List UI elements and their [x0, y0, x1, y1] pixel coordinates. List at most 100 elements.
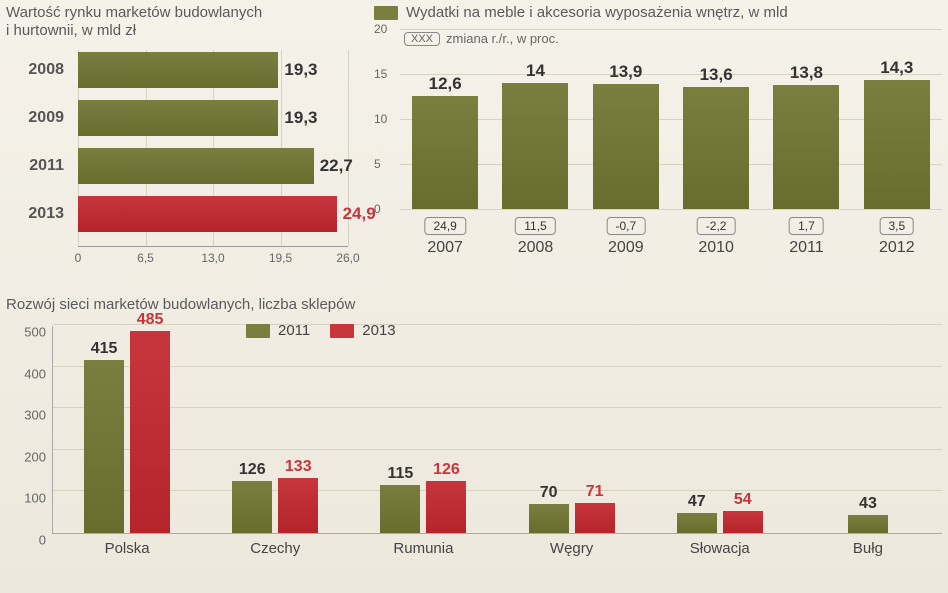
grouped-ytick-label: 300: [24, 408, 46, 423]
colchart-change-pill: -0,7: [606, 217, 645, 235]
colchart-cell: 12,624,92007: [400, 29, 490, 209]
hbar-row: 2011 22,7: [6, 146, 356, 186]
grouped-legend-label: 2013: [362, 322, 395, 339]
colchart-cell: 13,81,72011: [761, 29, 851, 209]
colchart-cell: 1411,52008: [490, 29, 580, 209]
colchart-value-label: 13,6: [700, 65, 733, 85]
grouped-legend-label: 2011: [278, 322, 310, 339]
grouped-cell: 4754Słowacja: [646, 326, 794, 533]
hbar-year-label: 2008: [6, 61, 78, 79]
colchart-year-label: 2007: [427, 239, 463, 257]
grouped-value-label: 43: [859, 495, 877, 513]
hbar-title: Wartość rynku marketów budowlanych i hur…: [6, 4, 356, 40]
column-chart-region: Wydatki na meble i akcesoria wyposażenia…: [374, 4, 942, 270]
hbar-bar: [78, 52, 278, 88]
grouped-value-label: 126: [433, 461, 460, 479]
colchart-cell: 13,6-2,22010: [671, 29, 761, 209]
grouped-bar: 126: [426, 481, 466, 533]
grouped-value-label: 133: [285, 458, 312, 476]
grouped-ytick-label: 400: [24, 366, 46, 381]
hbar-bar: [78, 148, 314, 184]
grouped-bar: 133: [278, 478, 318, 533]
colchart-year-label: 2008: [518, 239, 554, 257]
colchart-year-label: 2009: [608, 239, 644, 257]
grouped-bar: 485: [130, 331, 170, 533]
hbar-value-label: 24,9: [343, 204, 376, 224]
grouped-cell: 115126Rumunia: [349, 326, 497, 533]
grouped-country-label: Węgry: [550, 540, 593, 557]
hbar-year-label: 2009: [6, 109, 78, 127]
colchart-bar: [683, 87, 749, 209]
hbar-value-label: 22,7: [320, 156, 353, 176]
hbar-xtick-label: 19,5: [269, 251, 292, 265]
colchart-legend-swatch: [374, 6, 398, 20]
grouped-cell: 43Bułg: [794, 326, 942, 533]
grouped-ytick-label: 0: [39, 533, 46, 548]
grouped-country-label: Bułg: [853, 540, 883, 557]
grouped-bar: 47: [677, 513, 717, 533]
colchart-year-label: 2012: [879, 239, 915, 257]
hbar-chart-region: Wartość rynku marketów budowlanych i hur…: [6, 4, 356, 270]
colchart-cell: 14,33,52012: [852, 29, 942, 209]
grouped-value-label: 47: [688, 493, 706, 511]
colchart-ytick-label: 10: [374, 112, 387, 126]
grouped-legend: 2011 2013: [246, 322, 396, 339]
hbar-row: 200819,3: [6, 50, 356, 90]
grouped-cell: 126133Czechy: [201, 326, 349, 533]
grouped-gridline: [53, 324, 942, 325]
grouped-country-label: Polska: [105, 540, 150, 557]
colchart-change-pill: 24,9: [424, 217, 465, 235]
colchart-ytick-label: 15: [374, 67, 387, 81]
colchart-legend-label: Wydatki na meble i akcesoria wyposażenia…: [406, 4, 788, 21]
colchart-value-label: 13,8: [790, 63, 823, 83]
colchart-year-label: 2011: [789, 239, 823, 257]
colchart-bar: [773, 85, 839, 209]
grouped-country-label: Czechy: [250, 540, 300, 557]
colchart-bar: [412, 96, 478, 209]
colchart-value-label: 12,6: [429, 74, 462, 94]
colchart-bar: [864, 80, 930, 209]
grouped-value-label: 115: [388, 465, 414, 483]
grouped-value-label: 126: [239, 461, 266, 479]
colchart-value-label: 13,9: [609, 62, 642, 82]
grouped-bar: 115: [380, 485, 420, 533]
grouped-legend-swatch: [246, 324, 270, 338]
grouped-value-label: 485: [137, 311, 164, 329]
grouped-chart-region: Rozwój sieci marketów budowlanych, liczb…: [6, 296, 942, 560]
colchart-gridline: [400, 209, 942, 210]
hbar-xtick-label: 13,0: [201, 251, 224, 265]
colchart-cell: 13,9-0,72009: [581, 29, 671, 209]
grouped-ytick-label: 100: [24, 491, 46, 506]
hbar-xtick-label: 26,0: [336, 251, 359, 265]
colchart-change-pill: -2,2: [697, 217, 736, 235]
grouped-value-label: 70: [540, 484, 558, 502]
grouped-bar: 126: [232, 481, 272, 533]
hbar-row: 2009 19,3: [6, 98, 356, 138]
colchart-bar: [502, 83, 568, 209]
grouped-cell: 7071Węgry: [498, 326, 646, 533]
colchart-ytick-label: 0: [374, 202, 381, 216]
hbar-bar: [78, 196, 337, 232]
colchart-value-label: 14,3: [880, 58, 913, 78]
hbar-bar: [78, 100, 278, 136]
grouped-value-label: 71: [586, 483, 604, 501]
colchart-value-label: 14: [526, 61, 545, 81]
hbar-year-label: 2011: [6, 157, 78, 175]
colchart-change-pill: 1,7: [789, 217, 824, 235]
colchart-ytick-label: 5: [374, 157, 381, 171]
grouped-bar: 70: [529, 504, 569, 533]
grouped-bar: 71: [575, 503, 615, 533]
hbar-x-axis: 06,513,019,526,0: [78, 246, 348, 270]
hbar-value-label: 19,3: [284, 108, 317, 128]
grouped-value-label: 54: [734, 491, 752, 509]
hbar-xtick-label: 0: [75, 251, 82, 265]
hbar-xtick-label: 6,5: [137, 251, 154, 265]
colchart-change-pill: 11,5: [515, 217, 555, 235]
hbar-row: 201324,9: [6, 194, 356, 234]
grouped-ytick-label: 500: [24, 325, 46, 340]
grouped-value-label: 415: [91, 340, 118, 358]
colchart-year-label: 2010: [698, 239, 734, 257]
grouped-bar: 415: [84, 360, 124, 533]
colchart-bar: [593, 84, 659, 209]
colchart-change-pill: 3,5: [879, 217, 914, 235]
